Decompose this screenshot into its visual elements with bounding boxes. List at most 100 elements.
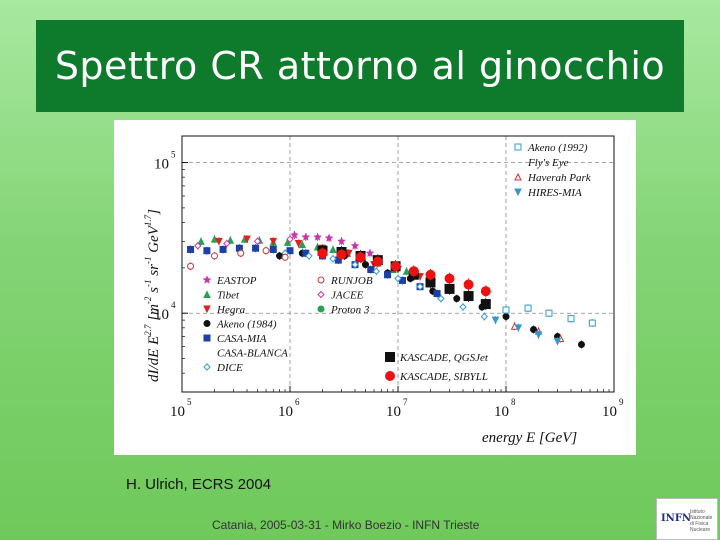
data-point	[337, 236, 346, 246]
grid	[182, 136, 614, 392]
data-point	[444, 283, 455, 294]
data-point	[514, 324, 523, 332]
data-point	[252, 244, 260, 252]
legend-label: CASA-MIA	[217, 333, 267, 345]
x-tick-label-0: 10	[170, 404, 185, 420]
data-point	[425, 269, 436, 280]
data-point	[313, 232, 323, 241]
legend-marker	[203, 320, 211, 327]
data-point	[281, 253, 289, 261]
data-point	[226, 236, 235, 244]
x-tick-exp-3: 8	[511, 397, 516, 407]
data-point	[305, 252, 313, 260]
title-bar: Spettro CR attorno al ginocchio	[36, 20, 684, 112]
data-point	[545, 309, 553, 317]
legend-label: Tibet	[217, 290, 240, 302]
data-point	[351, 260, 359, 269]
series-eastop	[290, 230, 375, 258]
data-point	[262, 247, 270, 255]
x-tick-exp-2: 7	[403, 397, 408, 407]
x-tick-label-4: 10	[602, 404, 617, 420]
slide-title: Spettro CR attorno al ginocchio	[54, 44, 666, 88]
data-point	[286, 235, 294, 243]
data-point	[336, 249, 347, 260]
legend-label: Akeno (1992)	[527, 142, 588, 154]
infn-logo: INFN Istituto Nazionale di Fisica Nuclea…	[656, 498, 718, 540]
data-point	[567, 315, 575, 323]
legend-marker	[203, 290, 211, 298]
data-point	[298, 240, 307, 249]
data-point	[243, 235, 251, 244]
data-point	[444, 273, 455, 284]
legend-label: CASA-BLANCA	[217, 348, 288, 360]
legend-label: JACEE	[331, 290, 364, 302]
data-point	[269, 237, 278, 246]
data-point	[329, 245, 337, 253]
legend-label: Fly's Eye	[527, 157, 569, 169]
data-point	[253, 237, 262, 246]
legend-label: Haverah Park	[527, 172, 592, 184]
y-tick-label-0: 10	[154, 157, 169, 173]
legend-label: DICE	[216, 362, 243, 374]
data-point	[402, 267, 411, 275]
y-axis-label: dI/dE E2.7 [m-2 s-1 sr-1 GeV1.7]	[143, 209, 162, 382]
data-point	[459, 303, 467, 311]
x-tick-exp-0: 5	[187, 397, 192, 407]
series-dice	[281, 249, 489, 321]
data-point	[355, 252, 366, 263]
legend: EASTOP Tibet Hegra Akeno (1984) CASA-MIA CASA…	[202, 142, 592, 383]
data-point	[197, 237, 205, 245]
series-runjob	[187, 246, 289, 271]
x-tick-label-1: 10	[278, 404, 293, 420]
data-point	[301, 232, 311, 241]
data-point	[187, 245, 195, 253]
data-point	[384, 271, 392, 279]
data-point	[524, 304, 532, 312]
data-point	[463, 291, 474, 302]
series-jacee	[194, 235, 294, 250]
infn-logo-mark: INFN	[661, 513, 692, 524]
data-point	[290, 230, 299, 239]
data-point	[433, 290, 441, 298]
series-hires-mia	[491, 316, 562, 346]
footer-text: Catania, 2005-03-31 - Mirko Boezio - INF…	[212, 518, 480, 532]
data-point	[408, 266, 419, 277]
infn-logo-subtext: Istituto Nazionale di Fisica Nucleare	[690, 509, 713, 533]
credit-text: H. Ulrich, ECRS 2004	[126, 476, 272, 493]
data-point	[294, 240, 303, 248]
legend-label: EASTOP	[216, 275, 257, 287]
data-point	[577, 340, 585, 348]
data-point	[237, 249, 245, 257]
y-tick-exp-0: 5	[171, 150, 176, 160]
legend-marker	[203, 334, 211, 342]
series-kascade-sibyll	[317, 247, 491, 298]
data-point	[553, 337, 562, 346]
legend-label: KASCADE, SIBYLL	[399, 371, 488, 383]
legend-marker	[385, 352, 395, 362]
data-point	[394, 274, 402, 283]
data-point	[491, 316, 500, 325]
data-point	[502, 313, 510, 321]
y-tick-exp-1: 4	[171, 300, 176, 310]
data-point	[329, 255, 337, 263]
legend-bottom: KASCADE, QGSJet KASCADE, SIBYLL	[385, 352, 489, 383]
data-point	[324, 233, 334, 242]
data-point	[372, 256, 383, 267]
data-point	[344, 249, 353, 258]
legend-marker	[385, 371, 395, 381]
series-akeno-1992-	[502, 304, 596, 328]
legend-label: RUNJOB	[330, 275, 373, 287]
data-point	[203, 247, 211, 255]
data-point	[219, 245, 227, 253]
data-point	[534, 331, 543, 339]
legend-marker	[317, 305, 325, 313]
data-point	[480, 286, 491, 297]
data-series	[187, 230, 596, 349]
legend-mid: RUNJOB JACEE Proton 3	[317, 275, 373, 316]
legend-label: Hegra	[216, 304, 246, 316]
data-point	[211, 252, 219, 260]
data-point	[502, 306, 510, 314]
legend-marker	[317, 290, 325, 299]
